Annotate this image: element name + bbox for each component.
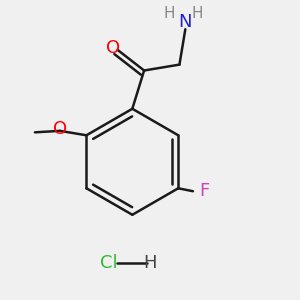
Text: N: N: [178, 13, 192, 31]
Text: H: H: [164, 6, 175, 21]
Text: H: H: [143, 254, 157, 272]
Text: H: H: [191, 6, 203, 21]
Text: O: O: [53, 119, 67, 137]
Text: O: O: [106, 39, 120, 57]
Text: F: F: [199, 182, 209, 200]
Text: Cl: Cl: [100, 254, 118, 272]
